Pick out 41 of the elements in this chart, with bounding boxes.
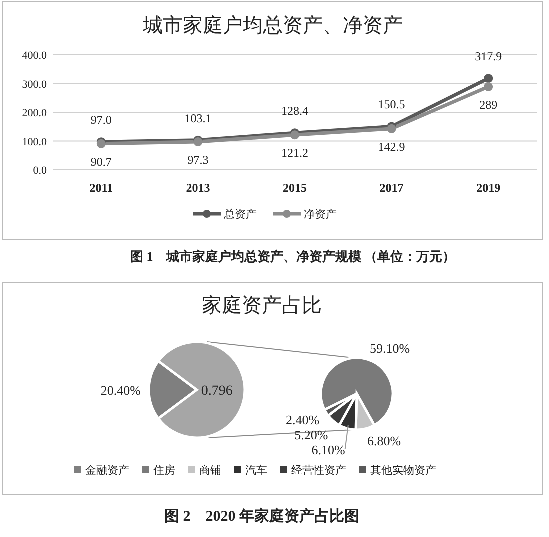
x-tick-label: 2015 bbox=[283, 181, 307, 195]
legend-label: 总资产 bbox=[223, 208, 257, 221]
data-label: 90.7 bbox=[90, 154, 112, 169]
data-label: 317.9 bbox=[475, 50, 502, 64]
caption: 图 1 城市家庭户均总资产、净资产规模 （单位：万元） bbox=[130, 249, 456, 264]
data-label: 5.20% bbox=[294, 427, 328, 442]
data-label: 20.40% bbox=[100, 383, 142, 398]
y-tick-label: 200.0 bbox=[22, 108, 48, 120]
y-tick-label: 0.0 bbox=[33, 165, 48, 177]
legend-label: 经营性资产 bbox=[292, 464, 346, 477]
data-label: 289 bbox=[480, 98, 498, 112]
caption: 图 2 2020 年家庭资产占比图 bbox=[164, 507, 360, 525]
data-label: 97.0 bbox=[90, 113, 112, 128]
x-tick-label: 2013 bbox=[186, 181, 210, 195]
data-label: 2.40% bbox=[286, 412, 320, 428]
legend-label: 净资产 bbox=[304, 208, 337, 221]
data-label: 142.9 bbox=[378, 140, 406, 154]
data-label: 59.10% bbox=[370, 341, 410, 356]
legend-label: 住房 bbox=[154, 464, 176, 477]
data-label: 128.4 bbox=[282, 104, 308, 118]
chart-title: 城市家庭户均总资产、净资产 bbox=[142, 15, 403, 37]
y-tick-label: 400.0 bbox=[22, 50, 48, 62]
y-tick-label: 300.0 bbox=[22, 78, 48, 91]
data-label: 150.5 bbox=[378, 98, 406, 112]
chart-title: 家庭资产占比 bbox=[202, 295, 322, 317]
data-label: 6.10% bbox=[312, 442, 346, 458]
data-label: 97.3 bbox=[188, 153, 209, 168]
data-label: 103.1 bbox=[184, 111, 212, 126]
x-tick-label: 2019 bbox=[476, 181, 501, 195]
y-tick-label: 100.0 bbox=[22, 136, 48, 148]
legend-label: 汽车 bbox=[246, 464, 268, 477]
point bbox=[484, 74, 494, 84]
data-label: 121.2 bbox=[282, 146, 308, 160]
data-label: 0.796 bbox=[201, 384, 233, 399]
legend-label: 商铺 bbox=[200, 464, 222, 477]
data-label: 6.80% bbox=[367, 434, 402, 449]
x-tick-label: 2017 bbox=[380, 181, 404, 195]
point bbox=[484, 82, 494, 92]
x-tick-label: 2011 bbox=[90, 181, 114, 195]
legend-label: 金融资产 bbox=[86, 464, 130, 477]
legend-label: 其他实物资产 bbox=[370, 464, 436, 477]
